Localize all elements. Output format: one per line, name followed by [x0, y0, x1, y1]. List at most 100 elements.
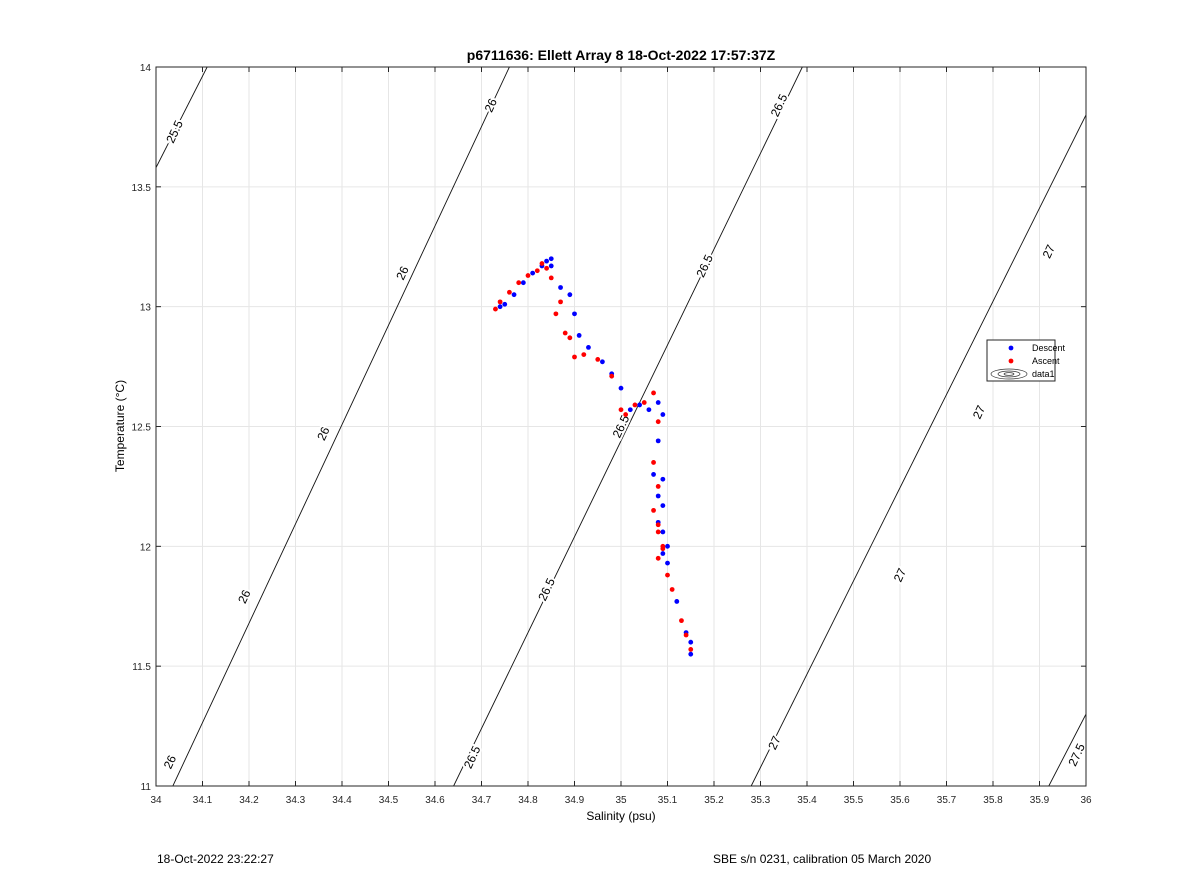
point-descent — [637, 402, 642, 408]
y-tick-label: 12 — [140, 542, 152, 553]
point-ascent — [534, 268, 540, 274]
x-tick-label: 35.9 — [1030, 795, 1050, 806]
contour-label: 26.5 — [693, 252, 716, 279]
sigma-contour-26 — [172, 67, 510, 786]
contour-label: 26 — [482, 96, 500, 114]
point-ascent — [655, 522, 661, 528]
density-contours — [156, 67, 1086, 786]
point-descent — [665, 560, 670, 566]
x-tick-label: 35.8 — [983, 795, 1003, 806]
y-tick-label: 14 — [140, 63, 152, 74]
point-ascent — [507, 289, 512, 295]
contour-label: 26.5 — [461, 743, 484, 770]
point-descent — [497, 304, 503, 310]
point-descent — [558, 285, 563, 290]
point-ascent — [651, 460, 656, 465]
x-tick-label: 34.9 — [565, 795, 585, 806]
point-descent — [665, 543, 670, 549]
y-tick-label: 13 — [140, 303, 152, 314]
contour-label: 26 — [161, 753, 179, 771]
point-ascent — [567, 335, 573, 341]
y-tick-label: 11 — [141, 782, 152, 793]
x-tick-label: 34.3 — [286, 795, 306, 806]
legend-label-data1: data1 — [1032, 369, 1055, 379]
x-tick-label: 35 — [615, 795, 627, 806]
legend-label-ascent: Ascent — [1032, 356, 1060, 366]
contour-label: 26.5 — [535, 576, 558, 603]
point-ascent — [572, 354, 577, 360]
y-tick-label: 12.5 — [132, 423, 152, 434]
point-ascent — [595, 356, 601, 362]
point-ascent — [651, 390, 656, 396]
y-axis-label: Temperature (°C) — [113, 380, 127, 472]
point-ascent — [525, 273, 531, 278]
x-tick-label: 34.5 — [379, 795, 399, 806]
point-descent — [576, 333, 582, 338]
point-descent — [627, 407, 633, 413]
contour-label: 26 — [393, 264, 411, 282]
point-ascent — [655, 484, 661, 489]
y-tick-label: 11.5 — [132, 662, 151, 673]
x-tick-label: 35.2 — [704, 795, 724, 806]
contour-label: 27 — [765, 734, 783, 752]
footer-timestamp: 18-Oct-2022 23:22:27 — [157, 852, 274, 866]
contour-label: 26 — [235, 587, 253, 605]
point-descent — [655, 400, 661, 405]
x-tick-label: 34.6 — [425, 795, 445, 806]
point-ascent — [581, 352, 587, 357]
point-ascent — [562, 330, 568, 336]
point-ascent — [669, 587, 675, 592]
contour-label: 26.5 — [768, 92, 791, 119]
point-ascent — [609, 373, 615, 379]
x-tick-label: 34.4 — [332, 795, 352, 806]
axis-ticks: 34 34.1 34.2 34.3 34.4 34.5 34.6 34.7 34.8 34.9 35… — [132, 63, 1092, 806]
x-tick-label: 35.3 — [751, 795, 771, 806]
data-points — [493, 256, 694, 657]
point-descent — [674, 599, 680, 604]
point-descent — [548, 256, 554, 262]
point-descent — [688, 651, 694, 657]
point-descent — [544, 258, 549, 264]
point-ascent — [660, 543, 666, 549]
point-ascent — [683, 632, 689, 638]
legend-marker-descent — [1008, 345, 1014, 351]
point-ascent — [516, 280, 522, 286]
x-tick-label: 35.5 — [844, 795, 864, 806]
contour-label: 25.5 — [163, 118, 186, 145]
x-tick-label: 35.4 — [797, 795, 817, 806]
footer-calibration: SBE s/n 0231, calibration 05 March 2020 — [713, 852, 932, 866]
point-descent — [688, 639, 694, 645]
point-ascent — [497, 299, 503, 305]
point-ascent — [632, 402, 638, 408]
point-ascent — [493, 306, 498, 312]
point-descent — [660, 529, 666, 535]
point-descent — [660, 503, 666, 508]
point-descent — [530, 270, 536, 276]
point-descent — [586, 345, 591, 350]
x-tick-label: 36 — [1080, 795, 1092, 806]
x-tick-label: 34.8 — [518, 795, 538, 806]
point-descent — [572, 311, 577, 317]
legend: Descent Ascent data1 — [986, 339, 1066, 382]
point-ascent — [688, 646, 694, 652]
point-descent — [600, 359, 605, 365]
contour-label: 27 — [891, 566, 909, 584]
point-descent — [660, 412, 666, 417]
x-tick-label: 34.7 — [472, 795, 492, 806]
point-descent — [511, 292, 517, 298]
density-contour-labels: 25.5262626262626.526.526.526.526.5272727… — [159, 90, 1090, 774]
point-descent — [548, 263, 554, 269]
contour-label: 27 — [970, 403, 988, 421]
point-ascent — [665, 572, 670, 578]
point-descent — [660, 551, 666, 556]
point-ascent — [655, 419, 661, 425]
contour-label: 26 — [314, 424, 332, 442]
point-descent — [646, 407, 652, 413]
sigma-contour-25.5 — [156, 67, 208, 168]
point-ascent — [618, 407, 624, 413]
sigma-contour-27.5 — [1048, 713, 1086, 786]
point-descent — [567, 292, 573, 298]
point-ascent — [651, 507, 656, 513]
x-tick-label: 34.1 — [193, 795, 213, 806]
